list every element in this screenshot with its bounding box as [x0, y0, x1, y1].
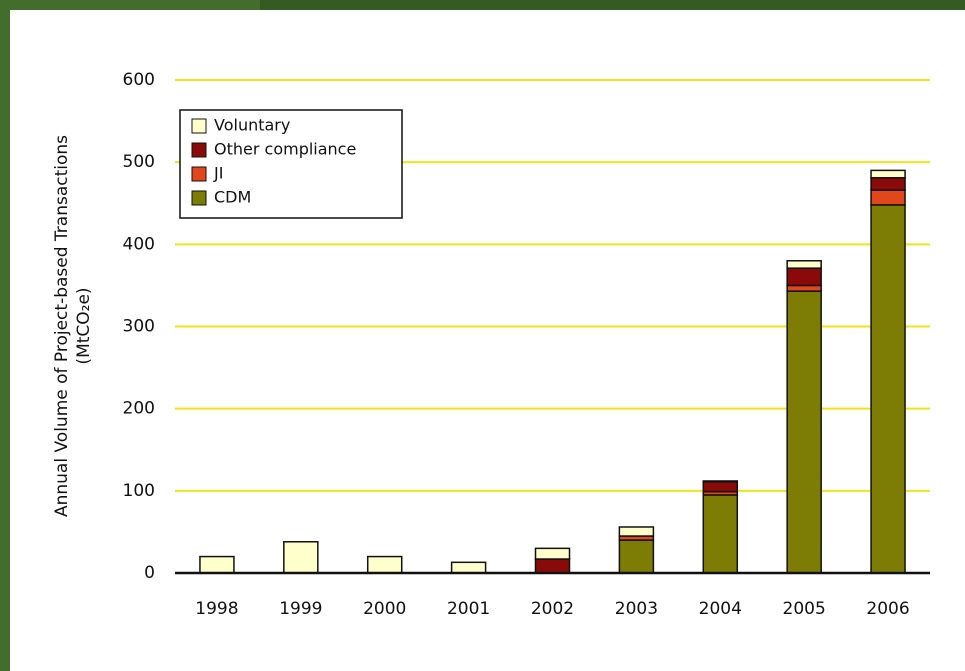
y-axis-title: Annual Volume of Project-based Transacti… [52, 135, 94, 517]
legend-label: Other compliance [214, 140, 356, 159]
y-axis-label: Annual Volume of Project-based Transacti… [52, 135, 72, 517]
x-tick-label: 2000 [363, 599, 406, 619]
legend-label: CDM [214, 188, 251, 207]
y-tick-label: 100 [123, 481, 155, 501]
legend-swatch [191, 142, 207, 158]
bar-segment [702, 494, 739, 574]
bar-segment [870, 169, 906, 179]
x-tick-label: 1998 [195, 599, 238, 619]
x-tick-label: 2003 [615, 599, 658, 619]
bar-segment [618, 526, 655, 537]
x-tick-label: 2004 [699, 599, 742, 619]
legend-label: Voluntary [214, 116, 290, 135]
y-tick-label: 600 [123, 70, 155, 90]
x-tick-label: 2005 [783, 599, 826, 619]
y-tick-label: 400 [123, 234, 155, 254]
y-tick-label: 500 [123, 152, 155, 172]
legend-swatch [191, 190, 207, 206]
bar-segment [870, 204, 906, 574]
x-tick-label: 2006 [866, 599, 909, 619]
bar-segment [786, 260, 822, 269]
bar-segment [870, 177, 906, 191]
bar-segment [199, 555, 235, 574]
legend-swatch [191, 166, 207, 182]
bar-segment [786, 290, 822, 574]
bar-segment [702, 480, 739, 483]
bar-segment [870, 189, 906, 206]
bar-segment [366, 555, 403, 574]
bar-segment [450, 561, 487, 574]
legend-label: JI [213, 164, 223, 183]
y-tick-label: 200 [123, 399, 155, 419]
legend-swatch [191, 118, 207, 134]
bar-segment [702, 481, 739, 493]
y-tick-label: 0 [144, 563, 155, 583]
bar-segment [534, 547, 571, 560]
bar-segment [283, 541, 319, 574]
x-tick-label: 1999 [279, 599, 322, 619]
y-tick-label: 300 [123, 317, 155, 337]
x-tick-label: 2001 [447, 599, 490, 619]
legend-box [179, 109, 403, 219]
x-tick-label: 2002 [531, 599, 574, 619]
bar-segment [534, 558, 571, 574]
y-axis-unit: (MtCO₂e) [74, 287, 94, 364]
bar-segment [786, 267, 822, 287]
bar-segment [786, 284, 822, 292]
bar-segment [618, 539, 655, 574]
